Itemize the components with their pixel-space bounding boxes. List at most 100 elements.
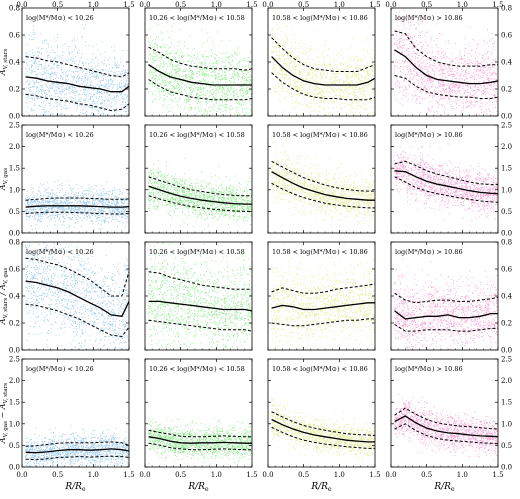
median-line (394, 170, 498, 195)
y-tick-label: 0.0 (9, 347, 20, 355)
y-tick-label-right: 0.0 (501, 347, 512, 355)
x-tick-label-top: 1.5 (369, 1, 380, 9)
panel-r3-c1: 0.0 0.5 1.0 1.5 10.26 < log(M*/M⊙) < 10.58 (139, 358, 258, 479)
y-tick-label: 0.2 (9, 86, 20, 94)
p84-line (271, 160, 375, 192)
scatter-points (271, 8, 375, 116)
median-line (25, 76, 129, 93)
svg-text:R/Re: R/Re (64, 482, 86, 493)
panel-r0-c0: 0.0 0.5 1.0 1.5 0.0 0.2 0.4 0.6 0.8 log(M*/M⊙) < … (9, 1, 135, 121)
svg-text:R/Re: R/Re (433, 482, 455, 493)
mass-bin-label: 10.26 < log(M*/M⊙) < 10.58 (149, 365, 245, 373)
scatter-points (393, 393, 498, 460)
median-line (25, 448, 129, 454)
median-line (148, 185, 252, 205)
panel-r3-c3: 0.0 0.5 1.0 1.50.00.51.01.52.02.5log(M*/M⊙)… (385, 356, 512, 480)
p84-line (25, 56, 129, 78)
x-tick-label: 1.0 (88, 471, 99, 479)
y-tick-label-right: 0.6 (501, 266, 513, 274)
median-line (394, 415, 498, 438)
mass-bin-label: log(M*/M⊙) > 10.86 (395, 248, 463, 256)
y-axis-label-row-2: AV, stars / AV, gas (0, 268, 9, 326)
y-tick-label: 2.5 (9, 356, 20, 364)
x-tick-label: 0.0 (16, 471, 27, 479)
x-tick-label-top: 1.5 (492, 1, 503, 9)
p84-line (271, 37, 375, 72)
y-tick-label: 0.4 (9, 59, 21, 67)
p16-line (148, 79, 252, 101)
p16-line (148, 195, 252, 212)
panel-r0-c3: 0.0 0.5 1.0 1.5 0.0 0.2 0.4 0.6 0.8 log(M*/M⊙) > … (385, 1, 512, 121)
y-tick-label-right: 2.0 (501, 377, 512, 385)
panel-frame (267, 358, 376, 468)
p84-line (394, 407, 498, 430)
x-tick-label: 0.0 (139, 471, 150, 479)
p16-line (148, 319, 252, 332)
p84-line (148, 271, 252, 290)
p84-line (148, 46, 252, 71)
p84-line (394, 292, 498, 304)
y-tick-label: 0.5 (9, 442, 20, 450)
x-tick-label-top: 0.0 (16, 1, 27, 9)
p84-line (394, 160, 498, 186)
y-tick-label-right: 0.0 (501, 113, 512, 121)
x-tick-label-top: 0.0 (139, 1, 150, 9)
x-tick-label: 1.5 (492, 471, 503, 479)
x-tick-label: 1.0 (457, 471, 468, 479)
panel-frame (21, 7, 130, 117)
y-tick-label-right: 0.0 (501, 230, 512, 238)
p84-line (271, 411, 375, 436)
mass-bin-label: log(M*/M⊙) > 10.86 (395, 131, 463, 139)
y-tick-label-right: 0.0 (501, 464, 512, 472)
mass-bin-label: log(M*/M⊙) < 10.26 (26, 14, 94, 22)
median-line (148, 64, 252, 86)
x-axis-label-col-2: R/Re (310, 482, 332, 493)
panel-r2-c0: 0.0 0.2 0.4 0.6 0.8 log(M*/M⊙) < 10.26 (9, 239, 130, 355)
y-tick-label-right: 0.8 (501, 5, 512, 13)
y-tick-label-right: 1.5 (501, 399, 512, 407)
p16-line (25, 455, 129, 461)
x-axis-label-col-1: R/Re (187, 482, 209, 493)
scatter-points (25, 425, 129, 467)
panel-frame (390, 124, 499, 234)
y-tick-label-right: 2.5 (501, 122, 512, 130)
median-line (271, 418, 375, 443)
p16-line (271, 318, 375, 327)
x-tick-label-top: 0.5 (421, 1, 432, 9)
y-tick-label: 2.5 (9, 122, 20, 130)
p16-line (394, 423, 498, 445)
scatter-points (147, 242, 252, 350)
x-axis-label-col-3: R/Re (433, 482, 455, 493)
y-axis-label-row-0: AV, stars (0, 49, 9, 77)
panel-r0-c2: 0.0 0.5 1.0 1.510.58 < log(M*/M⊙) < 10.86 (262, 1, 381, 117)
panel-r3-c0: 0.0 0.5 1.0 1.5 0.0 0.5 1.0 1.5 2.0 2.5 log(M*/M⊙)… (9, 356, 135, 480)
svg-text:AV, gas: AV, gas (0, 168, 9, 191)
scatter-points (393, 258, 498, 350)
x-tick-label: 1.5 (123, 471, 134, 479)
y-tick-label-right: 0.4 (501, 293, 513, 301)
p84-line (271, 283, 375, 294)
y-tick-label: 1.5 (9, 165, 20, 173)
median-line (25, 280, 129, 318)
y-tick-label-right: 0.5 (501, 442, 512, 450)
panel-frame (144, 358, 253, 468)
x-axis-label-col-0: R/Re (64, 482, 86, 493)
y-tick-label-right: 2.5 (501, 356, 512, 364)
y-axis-label-row-3: AV, gas − AV, stars (0, 383, 9, 445)
p16-line (25, 211, 129, 215)
mass-bin-label: log(M*/M⊙) < 10.26 (26, 365, 94, 373)
mass-bin-label: 10.26 < log(M*/M⊙) < 10.58 (149, 14, 245, 22)
p84-line (25, 441, 129, 447)
x-tick-label: 1.0 (211, 471, 222, 479)
x-tick-label: 0.5 (421, 471, 432, 479)
scatter-points (394, 137, 498, 222)
x-tick-label-top: 0.5 (175, 1, 186, 9)
p84-line (25, 197, 129, 201)
scatter-points (270, 397, 375, 465)
panel-r2-c3: 0.0 0.2 0.4 0.6 0.8 log(M*/M⊙) > 10.86 (390, 239, 513, 355)
x-tick-label-top: 1.0 (88, 1, 99, 9)
mass-bin-label: 10.26 < log(M*/M⊙) < 10.58 (149, 131, 245, 139)
y-tick-label-right: 0.2 (501, 320, 512, 328)
y-axis-label-row-1: AV, gas (0, 168, 9, 191)
mass-bin-label: 10.58 < log(M*/M⊙) < 10.86 (272, 248, 368, 256)
